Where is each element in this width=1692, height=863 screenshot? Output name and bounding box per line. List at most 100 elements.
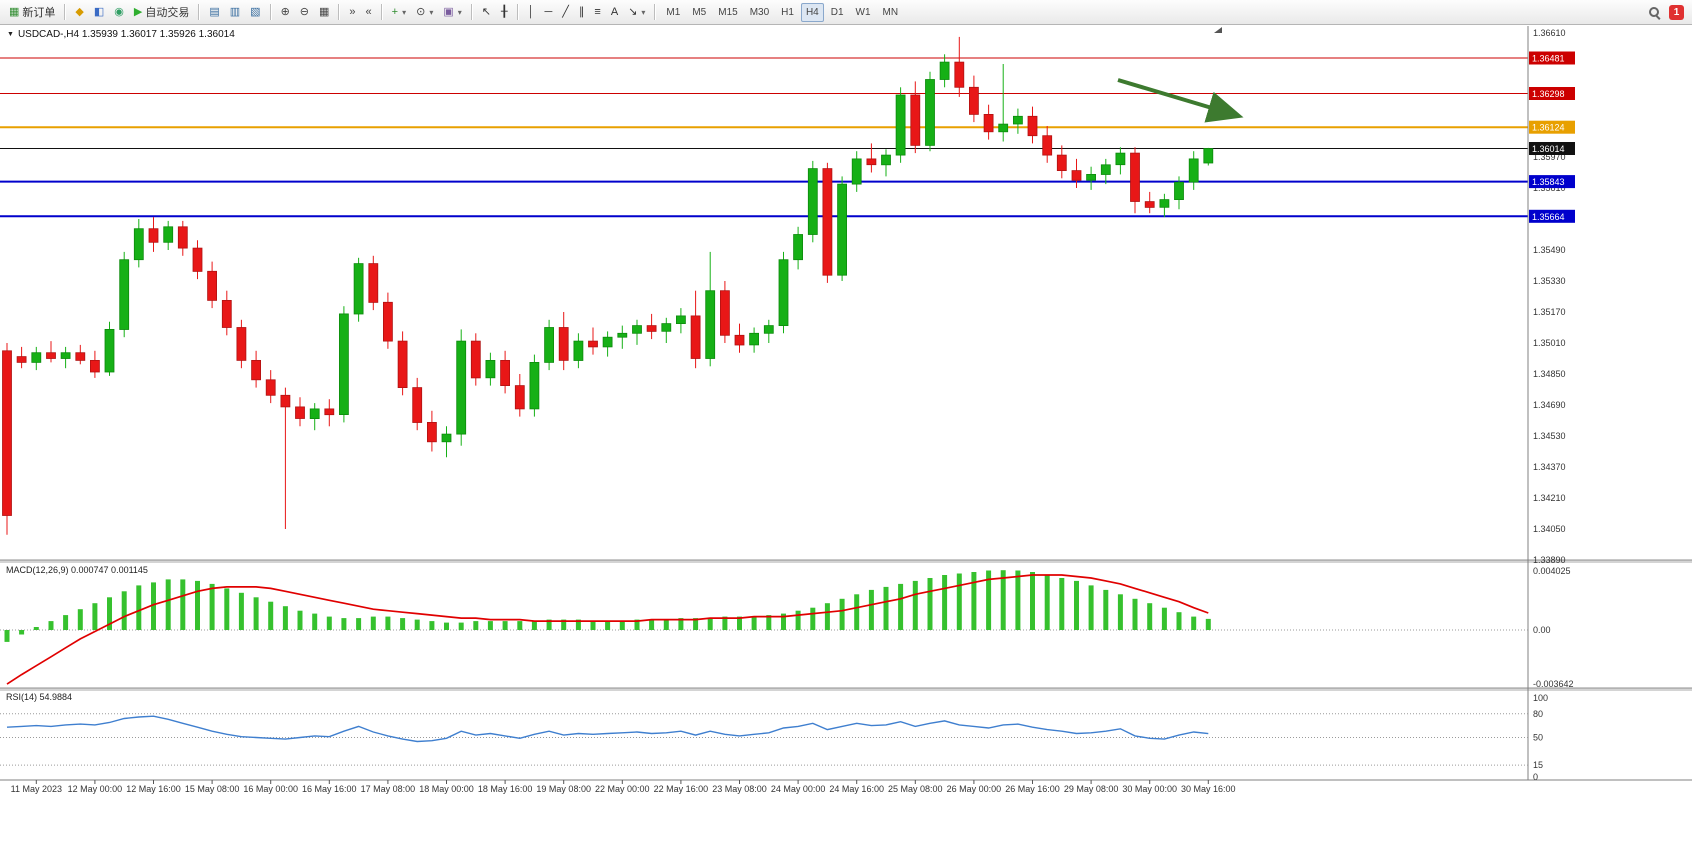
svg-text:1.34210: 1.34210 [1533,493,1566,503]
svg-text:15: 15 [1533,760,1543,770]
auto-scroll-button[interactable]: » [345,3,359,22]
toolbar-divider [470,4,473,20]
svg-text:-0.003642: -0.003642 [1533,679,1574,689]
timeframe-mn-button[interactable]: MN [878,3,904,22]
price-tags: 1.36481 1.36298 1.36124 1.36014 1.35843 1.356… [1529,51,1575,223]
new-order-button[interactable]: ▦ 新订单 [5,3,59,22]
svg-text:23 May 08:00: 23 May 08:00 [712,784,767,794]
svg-text:1.36298: 1.36298 [1532,89,1565,99]
svg-text:16 May 16:00: 16 May 16:00 [302,784,357,794]
svg-text:26 May 16:00: 26 May 16:00 [1005,784,1060,794]
line-chart-button[interactable]: ▧ [246,3,264,22]
horizontal-line-button[interactable]: ─ [541,3,557,22]
svg-text:12 May 00:00: 12 May 00:00 [68,784,123,794]
svg-text:24 May 00:00: 24 May 00:00 [771,784,826,794]
pane-splitters[interactable] [0,559,1692,691]
crosshair-button[interactable]: ╂ [497,3,512,22]
fibonacci-button[interactable]: ≡ [590,3,604,22]
chart-title: ▼ USDCAD-,H4 1.35939 1.36017 1.35926 1.3… [7,29,235,40]
metaeditor-button[interactable]: ◆ [71,3,87,22]
macd-indicator-label: MACD(12,26,9) 0.000747 0.001145 [6,565,148,575]
toolbar-divider [654,4,657,20]
timeframe-w1-button[interactable]: W1 [851,3,876,22]
svg-text:1.34530: 1.34530 [1533,431,1566,441]
svg-text:80: 80 [1533,709,1543,719]
cursor-button[interactable]: ↖ [478,3,495,22]
svg-text:1.35010: 1.35010 [1533,338,1566,348]
chevron-down-icon: ▾ [457,7,462,17]
svg-text:50: 50 [1533,733,1543,743]
svg-text:1.35330: 1.35330 [1533,276,1566,286]
svg-text:24 May 16:00: 24 May 16:00 [829,784,884,794]
svg-text:1.35970: 1.35970 [1533,152,1566,162]
text-label-icon: A [610,5,619,18]
svg-text:16 May 00:00: 16 May 00:00 [243,784,298,794]
autotrading-label: 自动交易 [145,7,190,19]
svg-text:1.36014: 1.36014 [1532,144,1565,154]
templates-button[interactable]: ▣ ▾ [439,3,465,22]
new-order-label: 新订单 [22,7,56,19]
svg-text:29 May 08:00: 29 May 08:00 [1064,784,1119,794]
svg-text:0.00: 0.00 [1533,625,1551,635]
arrows-tool-button[interactable]: ↘ ▾ [624,3,649,22]
tile-windows-icon: ▦ [319,5,330,18]
trendline-button[interactable]: ╱ [558,3,573,22]
bars-chart-button[interactable]: ▤ [205,3,223,22]
timeframe-m1-button[interactable]: M1 [661,3,685,22]
svg-text:11 May 2023: 11 May 2023 [11,784,62,794]
autotrading-icon: ▶ [133,5,143,18]
charts-profile-button[interactable]: ◧ [90,3,108,22]
rsi-axis: 100 80 50 15 0 [1533,693,1548,782]
time-axis: 11 May 2023 12 May 00:00 12 May 16:00 15 Ma… [11,780,1236,794]
svg-text:1.34370: 1.34370 [1533,462,1566,472]
community-button[interactable]: ◉ [110,3,128,22]
timeframe-m15-button[interactable]: M15 [713,3,742,22]
autotrading-button[interactable]: ▶ 自动交易 [130,3,193,22]
templates-icon: ▣ [443,5,454,18]
arrows-tool-icon: ↘ [628,5,638,18]
svg-text:1.35843: 1.35843 [1532,177,1565,187]
timeframe-d1-button[interactable]: D1 [826,3,849,22]
svg-text:0.004025: 0.004025 [1533,566,1571,576]
notification-badge[interactable]: 1 [1669,4,1684,20]
trend-arrow-annotation[interactable] [1117,78,1244,123]
equidistant-channel-button[interactable]: ∥ [575,3,589,22]
svg-text:18 May 16:00: 18 May 16:00 [478,784,533,794]
toolbar-divider [269,4,272,20]
vertical-line-icon: │ [527,5,535,18]
macd-histogram [4,570,1211,642]
chart-shift-button[interactable]: « [362,3,376,22]
svg-text:1.33890: 1.33890 [1533,555,1566,565]
zoom-out-button[interactable]: ⊖ [296,3,313,22]
timeframe-h4-button[interactable]: H4 [800,2,824,22]
periods-button[interactable]: ⊙ ▾ [412,3,437,22]
svg-text:0: 0 [1533,772,1538,782]
toolbar-divider [64,4,67,20]
tile-windows-button[interactable]: ▦ [315,3,333,22]
timeframe-m30-button[interactable]: M30 [745,3,774,22]
indicators-button[interactable]: + ▾ [388,3,410,22]
zoom-in-button[interactable]: ⊕ [277,3,294,22]
timeframe-h1-button[interactable]: H1 [776,3,799,22]
macd-pane: 0.004025 0.00 -0.003642 [0,566,1574,689]
timeframe-m5-button[interactable]: M5 [687,3,711,22]
svg-text:1.36481: 1.36481 [1532,54,1565,64]
svg-text:15 May 08:00: 15 May 08:00 [185,784,240,794]
chevron-down-icon: ▾ [641,7,646,17]
chart-shift-marker-icon[interactable] [1214,27,1222,33]
fibonacci-icon: ≡ [594,5,601,18]
text-label-button[interactable]: A [607,3,622,22]
horizontal-lines[interactable] [0,57,1528,218]
candlestick-chart-button[interactable]: ▥ [226,3,244,22]
svg-text:1.35664: 1.35664 [1532,212,1565,222]
community-icon: ◉ [114,5,124,18]
vertical-line-button[interactable]: │ [524,3,539,22]
toolbar-divider [338,4,341,20]
line-chart-icon: ▧ [250,5,261,18]
svg-text:1.35490: 1.35490 [1533,245,1566,255]
bars-chart-icon: ▤ [209,5,220,18]
oneclick-trading-arrow-icon[interactable]: ▼ [7,31,14,38]
search-icon[interactable] [1649,6,1660,18]
